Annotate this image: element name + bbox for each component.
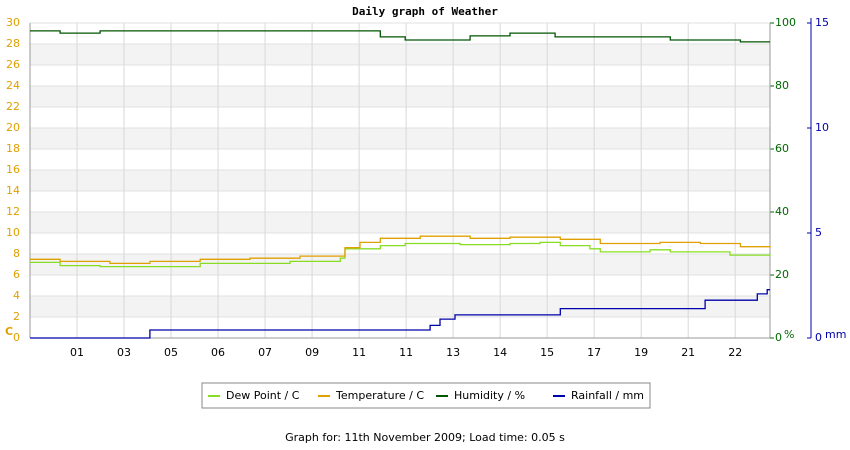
y-tick-label: 12 <box>6 205 20 218</box>
y3-axis-label: mm <box>825 328 846 341</box>
x-tick-label: 06 <box>211 346 225 359</box>
y2-tick-label: 60 <box>775 142 789 155</box>
series-line <box>30 235 771 265</box>
y-tick-label: 22 <box>6 100 20 113</box>
y3-tick-label: 15 <box>815 16 829 29</box>
y-tick-label: 20 <box>6 121 20 134</box>
y-tick-label: 8 <box>13 247 20 260</box>
y-tick-label: 2 <box>13 310 20 323</box>
grid-band <box>30 254 770 275</box>
y-tick-label: 0 <box>13 331 20 344</box>
grid-band <box>30 128 770 149</box>
y3-tick-label: 0 <box>815 331 822 344</box>
x-tick-label: 11 <box>399 346 413 359</box>
y-tick-label: 14 <box>6 184 20 197</box>
x-tick-label: 15 <box>540 346 554 359</box>
legend-box <box>201 382 651 409</box>
y-tick-label: 24 <box>6 79 20 92</box>
y-tick-label: 6 <box>13 268 20 281</box>
x-tick-label: 17 <box>587 346 601 359</box>
y-tick-label: 30 <box>6 16 20 29</box>
legend-label: Dew Point / C <box>226 389 300 402</box>
y-tick-label: 10 <box>6 226 20 239</box>
y-tick-label: 18 <box>6 142 20 155</box>
x-tick-label: 22 <box>728 346 742 359</box>
legend-label: Humidity / % <box>454 389 525 402</box>
grid-band <box>30 170 770 191</box>
footer: Graph for: 11th November 2009; Load time… <box>285 431 565 444</box>
y2-tick-label: 100 <box>775 16 796 29</box>
y-tick-label: 4 <box>13 289 20 302</box>
y3-tick-label: 5 <box>815 226 822 239</box>
x-tick-label: 21 <box>681 346 695 359</box>
x-tick-label: 13 <box>446 346 460 359</box>
y-axis-label: C <box>5 325 13 338</box>
x-tick-label: 03 <box>117 346 131 359</box>
legend-label: Rainfall / mm <box>571 389 644 402</box>
series-line <box>30 30 770 43</box>
series-line <box>30 289 770 339</box>
y3-tick-label: 10 <box>815 121 829 134</box>
legend-label: Temperature / C <box>335 389 424 402</box>
x-tick-label: 14 <box>493 346 507 359</box>
y2-tick-label: 40 <box>775 205 789 218</box>
x-tick-label: 19 <box>634 346 648 359</box>
y-tick-label: 26 <box>6 58 20 71</box>
grid-band <box>30 296 770 317</box>
grid-band <box>30 86 770 107</box>
grid-band <box>30 212 770 233</box>
x-tick-label: 11 <box>352 346 366 359</box>
y2-tick-label: 0 <box>775 331 782 344</box>
y2-axis-label: % <box>784 328 794 341</box>
y2-tick-label: 80 <box>775 79 789 92</box>
x-tick-label: 01 <box>70 346 84 359</box>
y2-tick-label: 20 <box>775 268 789 281</box>
x-tick-label: 07 <box>258 346 272 359</box>
x-tick-label: 05 <box>164 346 178 359</box>
chart-title: Daily graph of Weather <box>352 5 498 18</box>
x-tick-label: 09 <box>305 346 319 359</box>
series-line <box>30 241 771 268</box>
y-tick-label: 16 <box>6 163 20 176</box>
grid-band <box>30 44 770 65</box>
y-tick-label: 28 <box>6 37 20 50</box>
